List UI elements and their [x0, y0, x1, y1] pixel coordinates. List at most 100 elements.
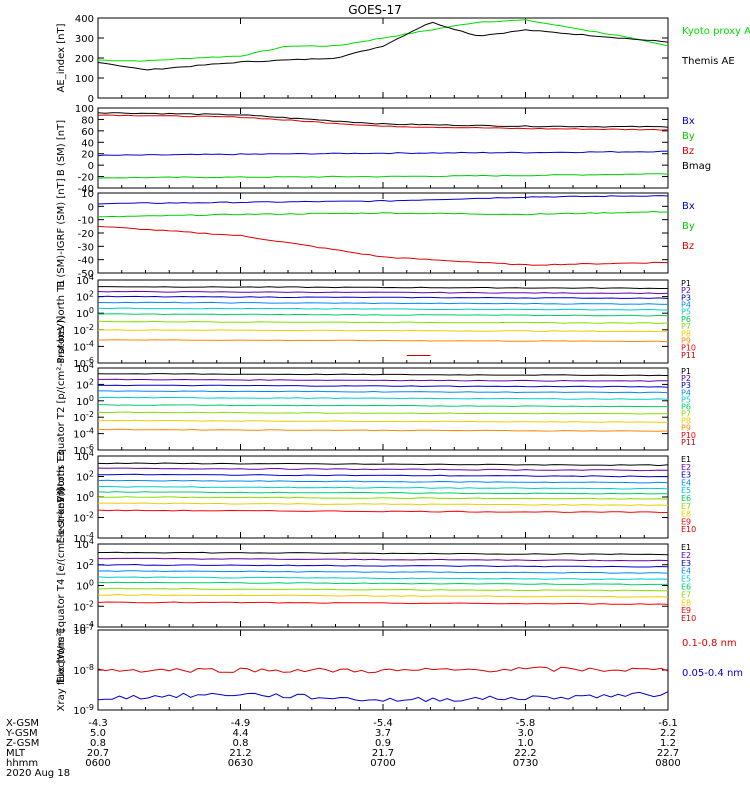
- footer-value: 21.2: [229, 748, 251, 759]
- y-tick-label: 104: [76, 273, 94, 287]
- flux-line-8: [97, 593, 669, 598]
- legend-p10: P10: [681, 344, 696, 353]
- flux-line-2: [97, 557, 669, 562]
- flux-line-5: [97, 396, 669, 400]
- y-tick-label: 10-2: [73, 511, 94, 525]
- footer-value: 1.0: [518, 738, 534, 749]
- legend-bz: Bz: [682, 241, 694, 252]
- flux-line-6: [97, 581, 668, 586]
- footer-value: 20.7: [87, 748, 109, 759]
- y-tick-label: 60: [81, 127, 94, 138]
- footer-value: 0.8: [233, 738, 249, 749]
- legend-p11: P11: [681, 351, 696, 360]
- y-tick-label: 10-4: [73, 427, 94, 441]
- flux-line-5: [97, 576, 669, 580]
- y-tick-label: 10-4: [73, 620, 94, 634]
- legend-p4: P4: [681, 388, 691, 397]
- y-tick-label: 104: [76, 449, 94, 463]
- legend-e4: E4: [681, 567, 691, 576]
- footer-row-label: hhmm: [6, 758, 38, 769]
- legend-e6: E6: [681, 494, 691, 503]
- flux-line-1: [97, 462, 669, 467]
- flux-line-1: [98, 551, 669, 556]
- y-tick-label: 0: [88, 202, 94, 213]
- y-tick-label: 100: [75, 104, 94, 115]
- legend-p2: P2: [681, 374, 691, 383]
- y-tick-label: 100: [76, 579, 94, 593]
- legend-e1: E1: [681, 543, 691, 552]
- footer-value: 1.2: [660, 738, 676, 749]
- y-axis-label: Protons North T1: [56, 279, 67, 363]
- panel-5: 10-6 10-4 10-2 100 102 104 Protons Equator T2 …: [56, 316, 696, 503]
- legend-p7: P7: [681, 410, 691, 419]
- flux-line-6: [97, 404, 668, 408]
- flux-line-6: [97, 491, 668, 495]
- panel-1: 0 100 200 300 400 AE_index [nT] Kyoto proxy AE…: [56, 14, 750, 105]
- legend-e2: E2: [681, 463, 691, 472]
- y-axis-label: Electrons Equator T4 [e/(cm²-s-sr-keV)]: [56, 488, 67, 683]
- footer-value: 0600: [85, 758, 110, 769]
- legend-e10: E10: [681, 614, 696, 623]
- footer-value: 0700: [370, 758, 395, 769]
- legend-e6: E6: [681, 583, 691, 592]
- legend-p5: P5: [681, 395, 691, 404]
- flux-line-8: [97, 419, 669, 423]
- flux-line-4: [97, 570, 669, 574]
- footer-value: 0.8: [90, 738, 106, 749]
- legend-e5: E5: [681, 486, 691, 495]
- legend-p8: P8: [681, 417, 691, 426]
- y-tick-label: -20: [78, 229, 94, 240]
- y-tick-label: -30: [78, 242, 94, 253]
- y-tick-label: -40: [78, 256, 94, 267]
- legend-p4: P4: [681, 301, 691, 310]
- footer-value: 4.4: [233, 728, 249, 739]
- footer-row-label: X-GSM: [6, 718, 39, 729]
- y-tick-label: 0: [88, 161, 94, 172]
- y-tick-label: 300: [75, 34, 94, 45]
- flux-line-5: [98, 486, 669, 490]
- y-tick-label: 10-6: [73, 443, 94, 457]
- y-tick-label: 0: [88, 94, 94, 105]
- y-tick-label: 10: [81, 189, 94, 200]
- legend-p2: P2: [681, 286, 691, 295]
- series-bz: [97, 225, 669, 266]
- y-tick-label: -40: [78, 184, 94, 195]
- footer-value: 0.9: [375, 738, 391, 749]
- flux-line-7: [97, 320, 669, 325]
- footer-value: -5.8: [516, 718, 536, 729]
- flux-line-8: [98, 502, 669, 506]
- legend-e7: E7: [681, 502, 691, 511]
- y-tick-label: 104: [76, 537, 94, 551]
- footer-value: 0730: [513, 758, 538, 769]
- y-tick-label: 100: [76, 394, 94, 408]
- flux-line-5: [97, 307, 669, 311]
- legend-themis-ae: Themis AE: [681, 56, 735, 67]
- footer-value: 22.7: [657, 748, 679, 759]
- flux-line-9: [97, 601, 669, 605]
- footer-value: -5.4: [373, 718, 393, 729]
- y-tick-label: -20: [78, 173, 94, 184]
- legend-p7: P7: [681, 322, 691, 331]
- footer-row-label: MLT: [6, 748, 26, 759]
- footer-value: 22.2: [514, 748, 536, 759]
- y-axis-label: B (SM) [nT]: [56, 120, 67, 176]
- legend-e7: E7: [681, 590, 691, 599]
- legend-p6: P6: [681, 315, 691, 324]
- panel-frame: [97, 543, 669, 628]
- chart-title: GOES-17: [348, 3, 402, 17]
- y-tick-label: 10-4: [73, 531, 94, 545]
- y-tick-label: 10-6: [73, 356, 94, 370]
- y-axis-label: Xray flux [W/m²]: [56, 629, 67, 712]
- y-tick-label: 200: [75, 54, 94, 65]
- flux-line-2: [98, 378, 668, 382]
- flux-line-8: [98, 329, 669, 333]
- footer-value: 21.7: [372, 748, 394, 759]
- footer-value: 3.7: [375, 728, 391, 739]
- footer-value: -6.1: [658, 718, 678, 729]
- y-tick-label: -10: [78, 216, 94, 227]
- series-bz: [97, 114, 669, 131]
- y-tick-label: 80: [81, 115, 94, 126]
- legend-e3: E3: [681, 559, 691, 568]
